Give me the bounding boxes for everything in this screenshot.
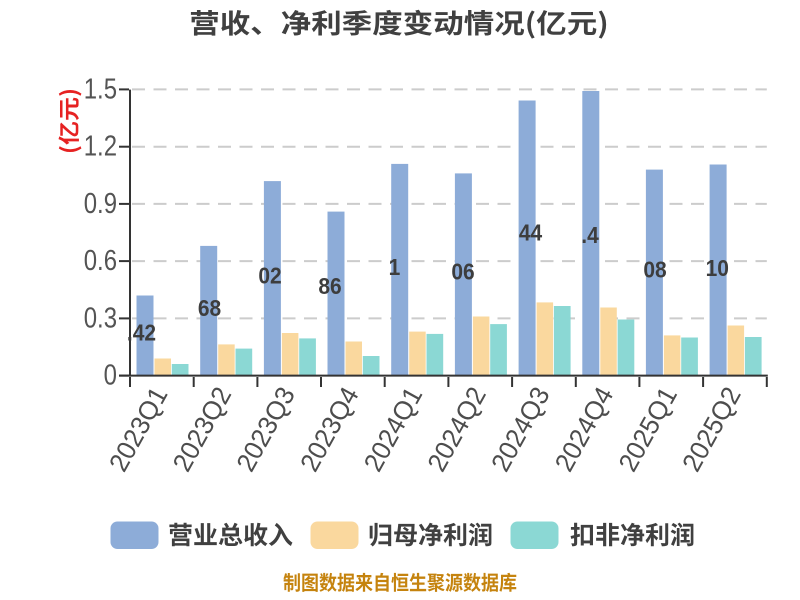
svg-text:10: 10 — [706, 255, 729, 281]
svg-text:68: 68 — [198, 295, 221, 321]
svg-text:2024Q2: 2024Q2 — [421, 382, 492, 477]
svg-text:08: 08 — [643, 257, 666, 283]
svg-text:0.6: 0.6 — [84, 244, 117, 276]
svg-text:06: 06 — [451, 259, 474, 285]
svg-text:0.3: 0.3 — [84, 301, 117, 333]
svg-text:2023Q4: 2023Q4 — [294, 382, 365, 477]
svg-text:86: 86 — [318, 273, 341, 299]
svg-text:0: 0 — [104, 359, 117, 391]
svg-text:1.5: 1.5 — [84, 72, 117, 104]
svg-text:2024Q1: 2024Q1 — [357, 382, 428, 477]
svg-text:2023Q2: 2023Q2 — [166, 382, 237, 477]
svg-text:.42: .42 — [127, 320, 156, 346]
svg-text:0.9: 0.9 — [84, 187, 117, 219]
svg-text:1.2: 1.2 — [84, 130, 117, 162]
svg-text:2023Q3: 2023Q3 — [230, 382, 301, 477]
svg-text:44: 44 — [519, 220, 543, 246]
svg-text:02: 02 — [258, 262, 281, 288]
svg-text:2024Q4: 2024Q4 — [548, 382, 619, 477]
svg-text:.4: .4 — [581, 222, 599, 248]
svg-text:2025Q1: 2025Q1 — [612, 382, 683, 477]
svg-text:2023Q1: 2023Q1 — [103, 382, 174, 477]
svg-text:2024Q3: 2024Q3 — [485, 382, 556, 477]
svg-text:1: 1 — [389, 254, 401, 280]
svg-text:2025Q2: 2025Q2 — [676, 382, 747, 477]
